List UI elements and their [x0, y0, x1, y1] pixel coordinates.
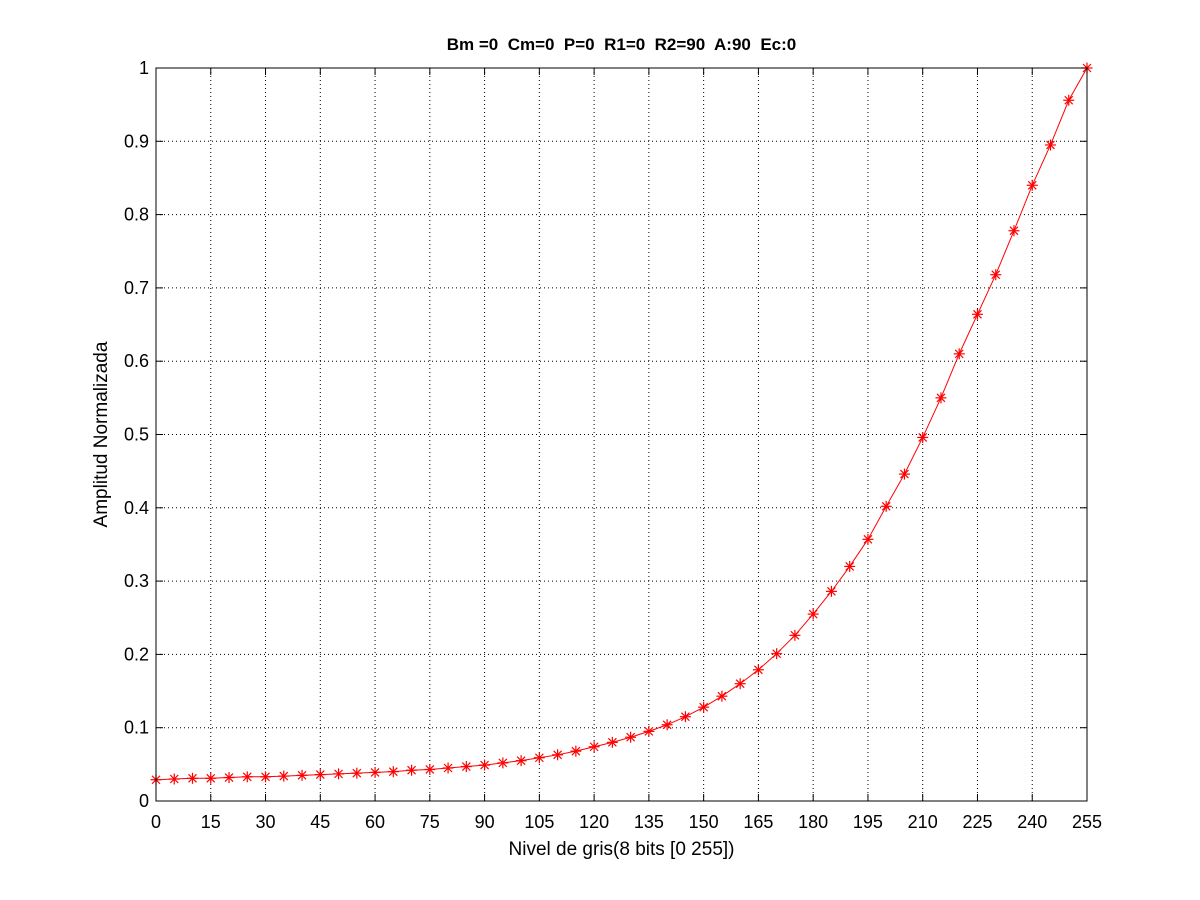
data-point-marker — [442, 762, 454, 774]
data-point-marker — [661, 719, 673, 731]
data-point-marker — [789, 629, 801, 641]
series-line — [155, 67, 1088, 781]
y-tick-label: 1 — [139, 58, 149, 78]
x-tick-label: 90 — [475, 812, 495, 832]
data-point-marker — [351, 767, 363, 779]
data-point-marker — [953, 348, 965, 360]
data-point-marker — [460, 761, 472, 773]
data-point-marker — [296, 769, 308, 781]
data-point-marker — [479, 759, 491, 771]
data-point-marker — [679, 711, 691, 723]
x-tick-label: 240 — [1017, 812, 1047, 832]
data-point-marker — [643, 725, 655, 737]
data-point-marker — [588, 741, 600, 753]
data-point-marker — [533, 752, 545, 764]
data-point-marker — [369, 766, 381, 778]
data-point-marker — [278, 770, 290, 782]
y-tick-label: 0.2 — [124, 644, 149, 664]
x-tick-label: 225 — [962, 812, 992, 832]
data-point-marker — [807, 608, 819, 620]
data-point-marker — [333, 768, 345, 780]
y-tick-label: 0.1 — [124, 718, 149, 738]
x-tick-label: 195 — [853, 812, 883, 832]
data-point-marker — [314, 769, 326, 781]
data-point-marker — [990, 269, 1002, 281]
data-point-marker — [935, 392, 947, 404]
data-point-marker — [387, 766, 399, 778]
data-point-marker — [1063, 94, 1075, 106]
x-tick-label: 120 — [579, 812, 609, 832]
data-point-marker — [241, 771, 253, 783]
x-tick-label: 180 — [798, 812, 828, 832]
data-point-marker — [752, 664, 764, 676]
y-axis-title: Amplitud Normalizada — [91, 341, 112, 527]
data-point-marker — [223, 772, 235, 784]
x-tick-label: 135 — [634, 812, 664, 832]
data-point-marker — [1008, 225, 1020, 237]
data-point-marker — [606, 736, 618, 748]
y-tick-label: 0.6 — [124, 351, 149, 371]
data-point-marker — [187, 772, 199, 784]
data-point-marker — [1044, 139, 1056, 151]
x-tick-label: 75 — [420, 812, 440, 832]
data-point-marker — [1026, 179, 1038, 191]
data-point-marker — [205, 772, 217, 784]
data-point-marker — [734, 678, 746, 690]
x-tick-label: 60 — [365, 812, 385, 832]
data-point-marker — [917, 431, 929, 443]
series-layer — [150, 62, 1093, 786]
y-tick-label: 0.5 — [124, 425, 149, 445]
x-tick-label: 30 — [256, 812, 276, 832]
x-tick-label: 165 — [743, 812, 773, 832]
data-point-marker — [698, 701, 710, 713]
y-tick-label: 0.8 — [124, 205, 149, 225]
data-point-marker — [168, 773, 180, 785]
data-point-marker — [971, 308, 983, 320]
y-tick-label: 0.9 — [124, 131, 149, 151]
data-point-marker — [625, 731, 637, 743]
data-point-marker — [515, 755, 527, 767]
x-tick-label: 45 — [310, 812, 330, 832]
x-tick-label: 150 — [689, 812, 719, 832]
chart-title: Bm =0 Cm=0 P=0 R1=0 R2=90 A:90 Ec:0 — [447, 35, 796, 54]
y-tick-label: 0 — [139, 791, 149, 811]
y-tick-label: 0.3 — [124, 571, 149, 591]
x-tick-label: 255 — [1072, 812, 1102, 832]
y-tick-label: 0.4 — [124, 498, 149, 518]
x-tick-label: 0 — [151, 812, 161, 832]
data-point-marker — [260, 771, 272, 783]
x-axis-title: Nivel de gris(8 bits [0 255]) — [509, 839, 735, 860]
data-point-marker — [406, 764, 418, 776]
x-tick-label: 105 — [524, 812, 554, 832]
ticks: 0 15 30 45 60 75 90 105 120 135 150 165 180 195 210 225… — [124, 58, 1102, 832]
data-point-marker — [880, 500, 892, 512]
y-tick-label: 0.7 — [124, 278, 149, 298]
x-tick-label: 210 — [908, 812, 938, 832]
data-point-marker — [825, 585, 837, 597]
data-point-marker — [424, 763, 436, 775]
data-point-marker — [552, 749, 564, 761]
data-point-marker — [898, 468, 910, 480]
data-point-marker — [862, 533, 874, 545]
x-tick-label: 15 — [201, 812, 221, 832]
data-point-marker — [497, 757, 509, 769]
data-point-marker — [570, 745, 582, 757]
data-point-marker — [771, 648, 783, 660]
data-point-marker — [716, 690, 728, 702]
data-point-marker — [844, 560, 856, 572]
